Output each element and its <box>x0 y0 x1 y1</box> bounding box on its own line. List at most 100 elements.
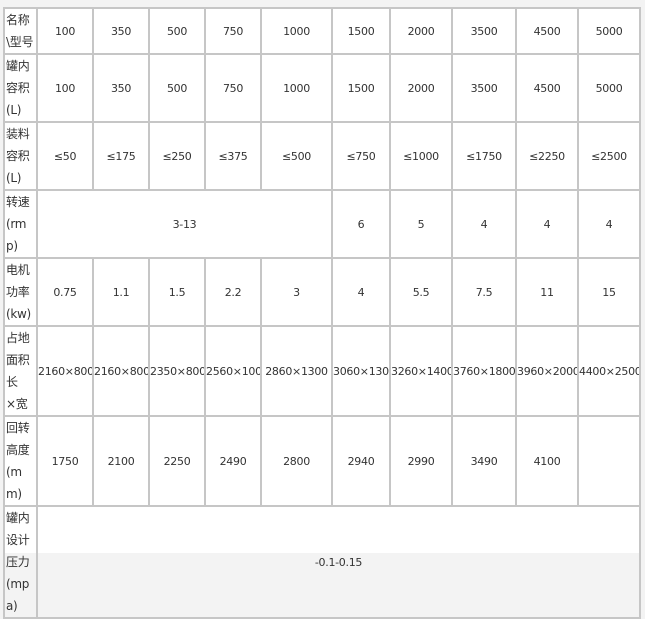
table-cell: 750 <box>204 53 262 123</box>
table-cell: -0.1-0.15 <box>36 505 641 619</box>
row-header-line: 罐内 <box>6 511 30 525</box>
row-header: 电机功率 (kw) <box>3 257 38 327</box>
table-cell <box>577 415 641 507</box>
row-header-line: 面积 <box>6 353 30 367</box>
row-header-line: 占地 <box>6 331 30 345</box>
row-header-line: 设计 <box>6 533 30 547</box>
table-cell: 11 <box>515 257 579 327</box>
table-cell: 6 <box>331 189 391 259</box>
row-header-line: 功率 <box>6 285 30 299</box>
table-cell: ≤250 <box>148 121 206 191</box>
table-cell: ≤2500 <box>577 121 641 191</box>
table-cell: 2160×800 <box>36 325 94 417</box>
row-header: 罐内容积 (L) <box>3 53 38 123</box>
table-cell: 2100 <box>92 415 150 507</box>
table-cell: 1.1 <box>92 257 150 327</box>
table-cell: 350 <box>92 7 150 55</box>
table-cell: 2940 <box>331 415 391 507</box>
table-cell: 4 <box>577 189 641 259</box>
row-header-line: 长 <box>6 375 18 389</box>
row-header-line: 压力 <box>6 555 30 569</box>
table-cell: 3500 <box>451 53 517 123</box>
table-cell: 5 <box>389 189 453 259</box>
table-cell: 500 <box>148 7 206 55</box>
row-header-line: 电机 <box>6 263 30 277</box>
table-cell: 2000 <box>389 53 453 123</box>
row-header-line: \型号 <box>6 35 34 49</box>
table-cell: 2990 <box>389 415 453 507</box>
row-header: 转速 (rmp) <box>3 189 38 259</box>
table-cell: 4400×2500 <box>577 325 641 417</box>
table-cell: 2350×800 <box>148 325 206 417</box>
table-cell: 5000 <box>577 7 641 55</box>
table-cell: 5000 <box>577 53 641 123</box>
table-cell: 7.5 <box>451 257 517 327</box>
table-cell: ≤1750 <box>451 121 517 191</box>
table-cell: 3-13 <box>36 189 333 259</box>
table-cell: 100 <box>36 53 94 123</box>
row-header-line: 高度 <box>6 443 30 457</box>
table-cell: 2000 <box>389 7 453 55</box>
table-cell: 3760×1800 <box>451 325 517 417</box>
table-row: 罐内容积 (L) 100 350 500 750 1000 1500 2000 3500 4500 5… <box>3 53 641 123</box>
row-header-line: 装料 <box>6 127 30 141</box>
table-row: 转速 (rmp) 3-13 6 5 4 4 4 <box>3 189 641 259</box>
table-cell: 5.5 <box>389 257 453 327</box>
table-cell: 0.75 <box>36 257 94 327</box>
table-cell: 1500 <box>331 53 391 123</box>
table-cell: 4500 <box>515 53 579 123</box>
table-cell: 3 <box>260 257 333 327</box>
table-cell: 3960×2000 <box>515 325 579 417</box>
table-cell: 15 <box>577 257 641 327</box>
row-header-line: 回转 <box>6 421 30 435</box>
row-header-line: 转速 <box>6 195 30 209</box>
row-header: 回转高度 (mm) <box>3 415 38 507</box>
table-row: 装料 容积 (L) ≤50 ≤175 ≤250 ≤375 ≤500 ≤750 ≤1000 ≤1750… <box>3 121 641 191</box>
table-cell: 2.2 <box>204 257 262 327</box>
table-row: 罐内设计压力 (mpa) -0.1-0.15 <box>3 505 641 619</box>
row-header: 占地面积长 ×宽 <box>3 325 38 417</box>
table-cell: 100 <box>36 7 94 55</box>
table-cell: 3500 <box>451 7 517 55</box>
table-cell: 1000 <box>260 53 333 123</box>
table-cell: 2560×1000 <box>204 325 262 417</box>
table-cell: 4 <box>331 257 391 327</box>
table-cell: 500 <box>148 53 206 123</box>
row-header-line: (L) <box>6 171 22 185</box>
row-header-line: (L) <box>6 103 22 117</box>
row-header-line: (mm) <box>6 465 22 501</box>
table-cell: ≤2250 <box>515 121 579 191</box>
table-cell: 4500 <box>515 7 579 55</box>
table-cell: ≤175 <box>92 121 150 191</box>
table-cell: 1750 <box>36 415 94 507</box>
spec-table: 名称 \型号 100 350 500 750 1000 1500 2000 3500 4500 500… <box>3 7 641 619</box>
table-cell: 2800 <box>260 415 333 507</box>
row-header-line: 罐内 <box>6 59 30 73</box>
table-row: 名称 \型号 100 350 500 750 1000 1500 2000 3500 4500 500… <box>3 7 641 55</box>
table-cell: 2860×1300 <box>260 325 333 417</box>
table-cell: 350 <box>92 53 150 123</box>
table-cell: 2160×800 <box>92 325 150 417</box>
table-cell: 2250 <box>148 415 206 507</box>
table-row: 电机 功率 (kw) 0.75 1.1 1.5 2.2 3 4 5.5 7.5 11 15 <box>3 257 641 327</box>
table-cell: 4 <box>451 189 517 259</box>
table-cell: 2490 <box>204 415 262 507</box>
row-header-line: 名称 <box>6 13 30 27</box>
table-cell: 4100 <box>515 415 579 507</box>
table-row: 回转 高度 (mm) 1750 2100 2250 2490 2800 2940 2990 3490… <box>3 415 641 507</box>
row-header-line: (mpa) <box>6 577 30 613</box>
row-header-line: (kw) <box>6 307 31 321</box>
row-header-line: ×宽 <box>6 397 28 411</box>
table-cell: ≤1000 <box>389 121 453 191</box>
row-header: 名称 \型号 <box>3 7 38 55</box>
row-header-line: 容积 <box>6 81 30 95</box>
table-cell: ≤750 <box>331 121 391 191</box>
table-cell: 3060×1300 <box>331 325 391 417</box>
table-cell: 4 <box>515 189 579 259</box>
table-cell: 1000 <box>260 7 333 55</box>
spec-table-container: 名称 \型号 100 350 500 750 1000 1500 2000 3500 4500 500… <box>3 7 641 619</box>
row-header: 装料 容积 (L) <box>3 121 38 191</box>
row-header: 罐内设计压力 (mpa) <box>3 505 38 619</box>
table-cell: 1500 <box>331 7 391 55</box>
table-cell: ≤375 <box>204 121 262 191</box>
